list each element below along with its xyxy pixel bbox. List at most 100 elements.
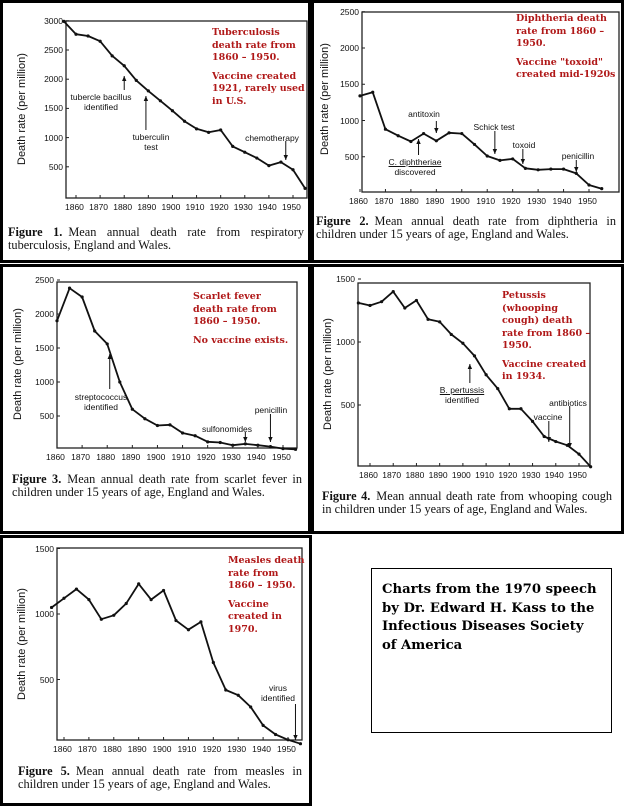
y-tick-label: 500 (48, 161, 63, 172)
x-tick-label: 1860 (46, 452, 65, 462)
x-tick-label: 1950 (277, 744, 296, 754)
y-tick-label: 1500 (44, 103, 63, 114)
annotation-note: Diphtheria death rate from 1860 – 1950. V… (516, 13, 616, 88)
data-point (554, 439, 558, 444)
data-point (523, 166, 527, 170)
event-label: toxoid (479, 140, 569, 150)
event-label-line: identified (83, 402, 119, 412)
data-point (207, 130, 211, 134)
event-label: tuberculin test (106, 132, 196, 152)
x-tick-label: 1950 (272, 452, 291, 462)
data-point (182, 119, 187, 123)
x-tick-label: 1860 (65, 202, 84, 212)
y-axis-title: Death rate (per million) (322, 318, 334, 430)
x-tick-label: 1890 (127, 744, 147, 754)
data-point (243, 150, 247, 154)
data-point (49, 605, 54, 610)
data-point (62, 596, 66, 600)
data-point (298, 742, 303, 746)
data-point (67, 286, 72, 290)
x-tick-label: 1910 (476, 196, 496, 206)
data-point (472, 354, 477, 358)
data-point (368, 303, 372, 308)
data-point (62, 19, 66, 23)
x-tick-label: 1920 (209, 202, 229, 212)
data-point (193, 434, 197, 438)
event-label: virus identified (233, 683, 323, 703)
data-point (293, 447, 298, 451)
data-point (137, 582, 141, 586)
x-tick-label: 1910 (185, 202, 205, 212)
annotation-note: Measles death rate from 1860 – 1950. Vacc… (228, 555, 308, 642)
y-tick-label: 1500 (336, 274, 355, 284)
data-point (414, 298, 419, 303)
note-paragraph: Measles death rate from 1860 – 1950. (228, 555, 305, 591)
y-tick-label: 1500 (35, 543, 54, 554)
data-point (434, 139, 438, 143)
x-tick-label: 1920 (501, 196, 521, 206)
data-point (219, 128, 223, 132)
y-tick-label: 500 (340, 400, 355, 410)
data-point (426, 317, 430, 321)
arrow-head-icon (243, 437, 248, 442)
x-tick-label: 1890 (425, 196, 445, 206)
c3-plot (55, 279, 298, 451)
x-tick-label: 1900 (152, 744, 172, 754)
x-tick-label: 1920 (202, 744, 222, 754)
y-tick-label: 2000 (44, 74, 63, 85)
x-tick-label: 1930 (527, 196, 547, 206)
data-point (74, 587, 79, 591)
arrow-head-icon (467, 364, 473, 369)
note-paragraph: Vaccine created in 1934. (502, 358, 587, 383)
arrow-head-icon (434, 128, 439, 133)
data-point (98, 39, 102, 43)
y-tick-label: 1000 (44, 132, 63, 143)
figure-caption: Figure 4. Mean annual death rate from who… (322, 490, 612, 516)
plot-frame (56, 281, 298, 449)
x-tick-label: 1900 (451, 470, 471, 480)
x-tick-label: 1910 (177, 744, 197, 754)
data-point (273, 732, 278, 737)
event-label-line: test (144, 142, 158, 152)
data-point (391, 290, 395, 294)
data-point (507, 407, 511, 411)
x-tick-label: 1900 (450, 196, 470, 206)
figure-number: Figure 4. (322, 489, 371, 503)
data-point (409, 139, 413, 144)
data-point (55, 319, 59, 323)
data-point (279, 160, 283, 164)
data-point (380, 300, 384, 304)
event-label-line: antitoxin (408, 109, 440, 119)
data-point (268, 445, 273, 449)
event-label: penicillin (533, 151, 623, 161)
figure-caption: Figure 1. Mean annual death rate from res… (8, 226, 304, 252)
figure-number: Figure 2. (316, 214, 369, 228)
panel-measles (0, 535, 312, 806)
arrow-head-icon (293, 735, 298, 740)
x-tick-label: 1920 (498, 470, 518, 480)
panel-scarlet-fever (0, 264, 311, 534)
data-point (371, 90, 375, 94)
event-label: Schick test (449, 122, 539, 132)
event-label-line: identified (260, 693, 296, 703)
data-point (170, 109, 175, 113)
data-point (231, 144, 235, 148)
y-tick-label: 1500 (340, 79, 359, 90)
caption-text: Mean annual death rate from measles in c… (18, 764, 302, 791)
x-tick-label: 1870 (77, 744, 97, 754)
note-paragraph: Diphtheria death rate from 1860 – 1950. (516, 13, 607, 49)
data-point (249, 705, 253, 709)
x-tick-label: 1940 (552, 196, 572, 206)
y-tick-label: 2500 (35, 275, 54, 285)
x-tick-label: 1920 (196, 452, 216, 462)
data-point (383, 127, 388, 131)
note-paragraph: Vaccine created in 1970. (228, 598, 282, 635)
arrow-head-icon (492, 149, 498, 154)
y-tick-label: 1000 (35, 377, 54, 387)
caption-text: Mean annual death rate from whooping cou… (322, 489, 613, 516)
data-point (447, 131, 451, 135)
data-point (396, 134, 400, 138)
arrow-head-icon (567, 443, 572, 448)
data-point (422, 131, 426, 136)
event-label: C. diphtheriae discovered (370, 157, 460, 177)
